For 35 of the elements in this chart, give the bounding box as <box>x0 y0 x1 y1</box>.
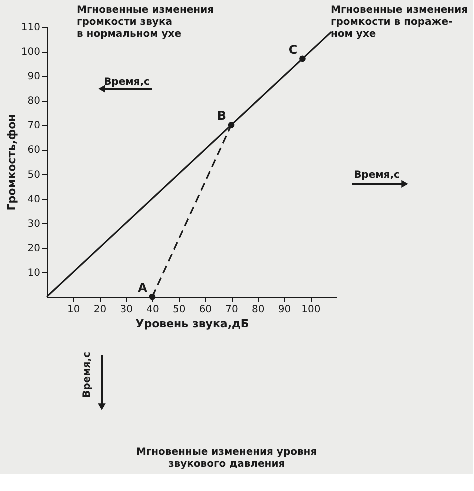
x-tick-label: 60 <box>199 304 212 316</box>
x-axis-title: Уровень звука,дБ <box>136 318 250 330</box>
x-tick-label: 90 <box>278 304 292 316</box>
point <box>149 294 156 300</box>
x-tick-label: 70 <box>226 304 238 316</box>
y-tick-label: 110 <box>21 22 40 34</box>
x-tick-label: 40 <box>146 304 160 316</box>
y-tick-label: 10 <box>28 268 40 279</box>
text: Время,с <box>82 352 93 398</box>
point <box>228 122 235 128</box>
y-tick-label: 30 <box>28 218 40 230</box>
point <box>300 56 306 62</box>
x-tick-label: 10 <box>67 304 80 316</box>
annotation: Мгновенные изменения громкости звука в нормальном ухе <box>77 5 214 40</box>
y-tick-label: 40 <box>28 194 40 206</box>
annotation: Мгновенные изменения громкости в пораже- ном ухе <box>331 5 468 40</box>
y-tick-label: 80 <box>28 96 40 108</box>
x-tick-label: 100 <box>302 304 321 316</box>
text: Время,с <box>354 170 400 182</box>
annotation: C <box>288 42 298 57</box>
x-tick-label: 50 <box>172 304 186 316</box>
annotation: Время,с <box>104 77 150 88</box>
x-tick-label: 30 <box>120 304 133 316</box>
y-tick-label: 20 <box>28 243 40 254</box>
y-axis-title: Громкость,фон <box>5 114 18 211</box>
y-tick-label: 70 <box>28 120 40 132</box>
annotation: B <box>217 109 227 124</box>
y-tick-label: 100 <box>21 47 40 58</box>
x-tick-label: 20 <box>94 304 107 316</box>
text: Мгновенные изменения уровня звукового давления <box>136 447 318 470</box>
y-tick-label: 50 <box>28 170 40 181</box>
y-tick-label: 90 <box>28 72 40 83</box>
y-tick-label: 60 <box>28 145 40 156</box>
annotation: A <box>138 281 148 295</box>
x-tick-label: 80 <box>252 304 265 316</box>
